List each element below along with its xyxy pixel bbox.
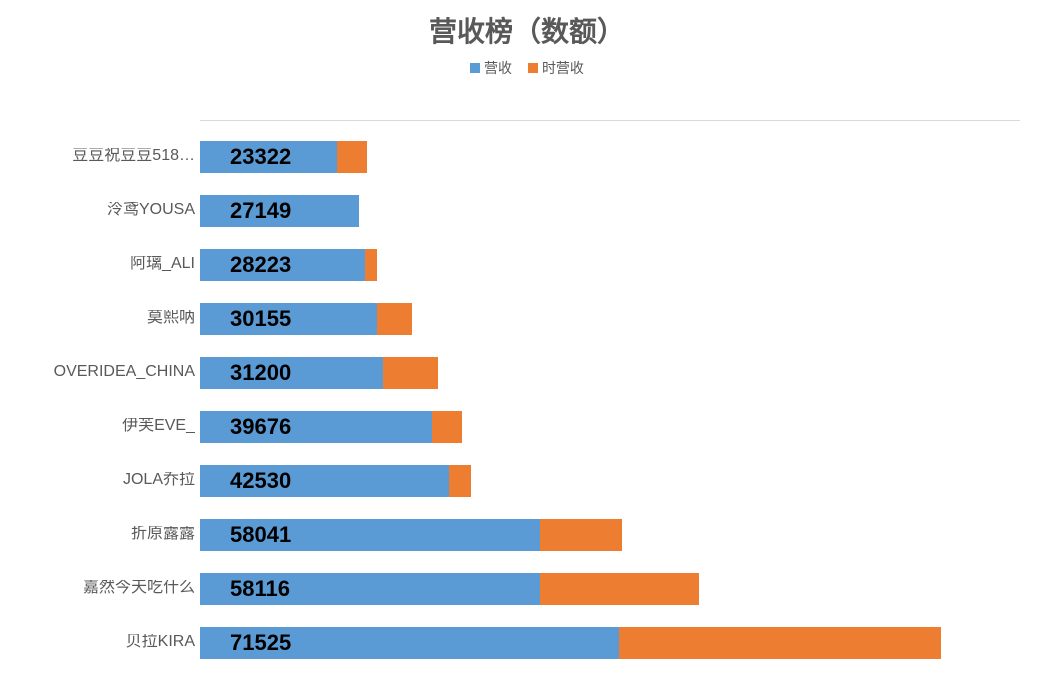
bar-value-label: 27149 [230, 198, 291, 224]
legend-label-hourly-revenue: 时营收 [542, 58, 584, 78]
bar-segment-hourly-revenue [619, 627, 941, 659]
bar-value-label: 71525 [230, 630, 291, 656]
y-axis-category-label: 折原露露 [0, 526, 195, 542]
revenue-chart: 营收榜（数额） 营收 时营收 豆豆祝豆豆518… 泠鸢YOUSA 阿璃_ALI 莫熙呐… [0, 0, 1054, 681]
y-axis-category-label: 阿璃_ALI [0, 256, 195, 272]
y-axis-category-label: OVERIDEA_CHINA [0, 364, 195, 380]
y-axis-category-label: 泠鸢YOUSA [0, 202, 195, 218]
legend-swatch-hourly-revenue [528, 63, 538, 73]
y-axis-category-label: 莫熙呐 [0, 310, 195, 326]
bar-segment-hourly-revenue [432, 411, 461, 443]
legend-swatch-revenue [470, 63, 480, 73]
bar-segment-hourly-revenue [337, 141, 367, 173]
legend-item-revenue: 营收 [470, 58, 512, 78]
bar-segment-hourly-revenue [449, 465, 471, 497]
legend-item-hourly-revenue: 时营收 [528, 58, 584, 78]
y-axis-category-label: 豆豆祝豆豆518… [0, 148, 195, 164]
bar-segment-hourly-revenue [540, 573, 698, 605]
bar-value-label: 23322 [230, 144, 291, 170]
y-axis-category-label: JOLA乔拉 [0, 472, 195, 488]
bar-segment-hourly-revenue [383, 357, 439, 389]
bar-value-label: 28223 [230, 252, 291, 278]
y-axis-category-label: 贝拉KIRA [0, 634, 195, 650]
y-axis-labels: 豆豆祝豆豆518… 泠鸢YOUSA 阿璃_ALI 莫熙呐 OVERIDEA_CHINA 伊… [0, 120, 195, 660]
bar-value-label: 39676 [230, 414, 291, 440]
bar-value-label: 30155 [230, 306, 291, 332]
bar-segment-hourly-revenue [365, 249, 377, 281]
plot-area: 23322 27149 28223 30155 31200 39676 42530 58041… [200, 120, 1020, 660]
bar-segment-hourly-revenue [377, 303, 412, 335]
y-axis-category-label: 伊芙EVE_ [0, 418, 195, 434]
bar-value-label: 31200 [230, 360, 291, 386]
chart-legend: 营收 时营收 [0, 58, 1054, 78]
bar-value-label: 42530 [230, 468, 291, 494]
bar-value-label: 58116 [230, 576, 290, 602]
bar-segment-hourly-revenue [540, 519, 622, 551]
chart-title: 营收榜（数额） [0, 0, 1054, 50]
y-axis-category-label: 嘉然今天吃什么 [0, 580, 195, 596]
legend-label-revenue: 营收 [484, 58, 512, 78]
bar-value-label: 58041 [230, 522, 291, 548]
bar-segment-revenue [200, 357, 383, 389]
